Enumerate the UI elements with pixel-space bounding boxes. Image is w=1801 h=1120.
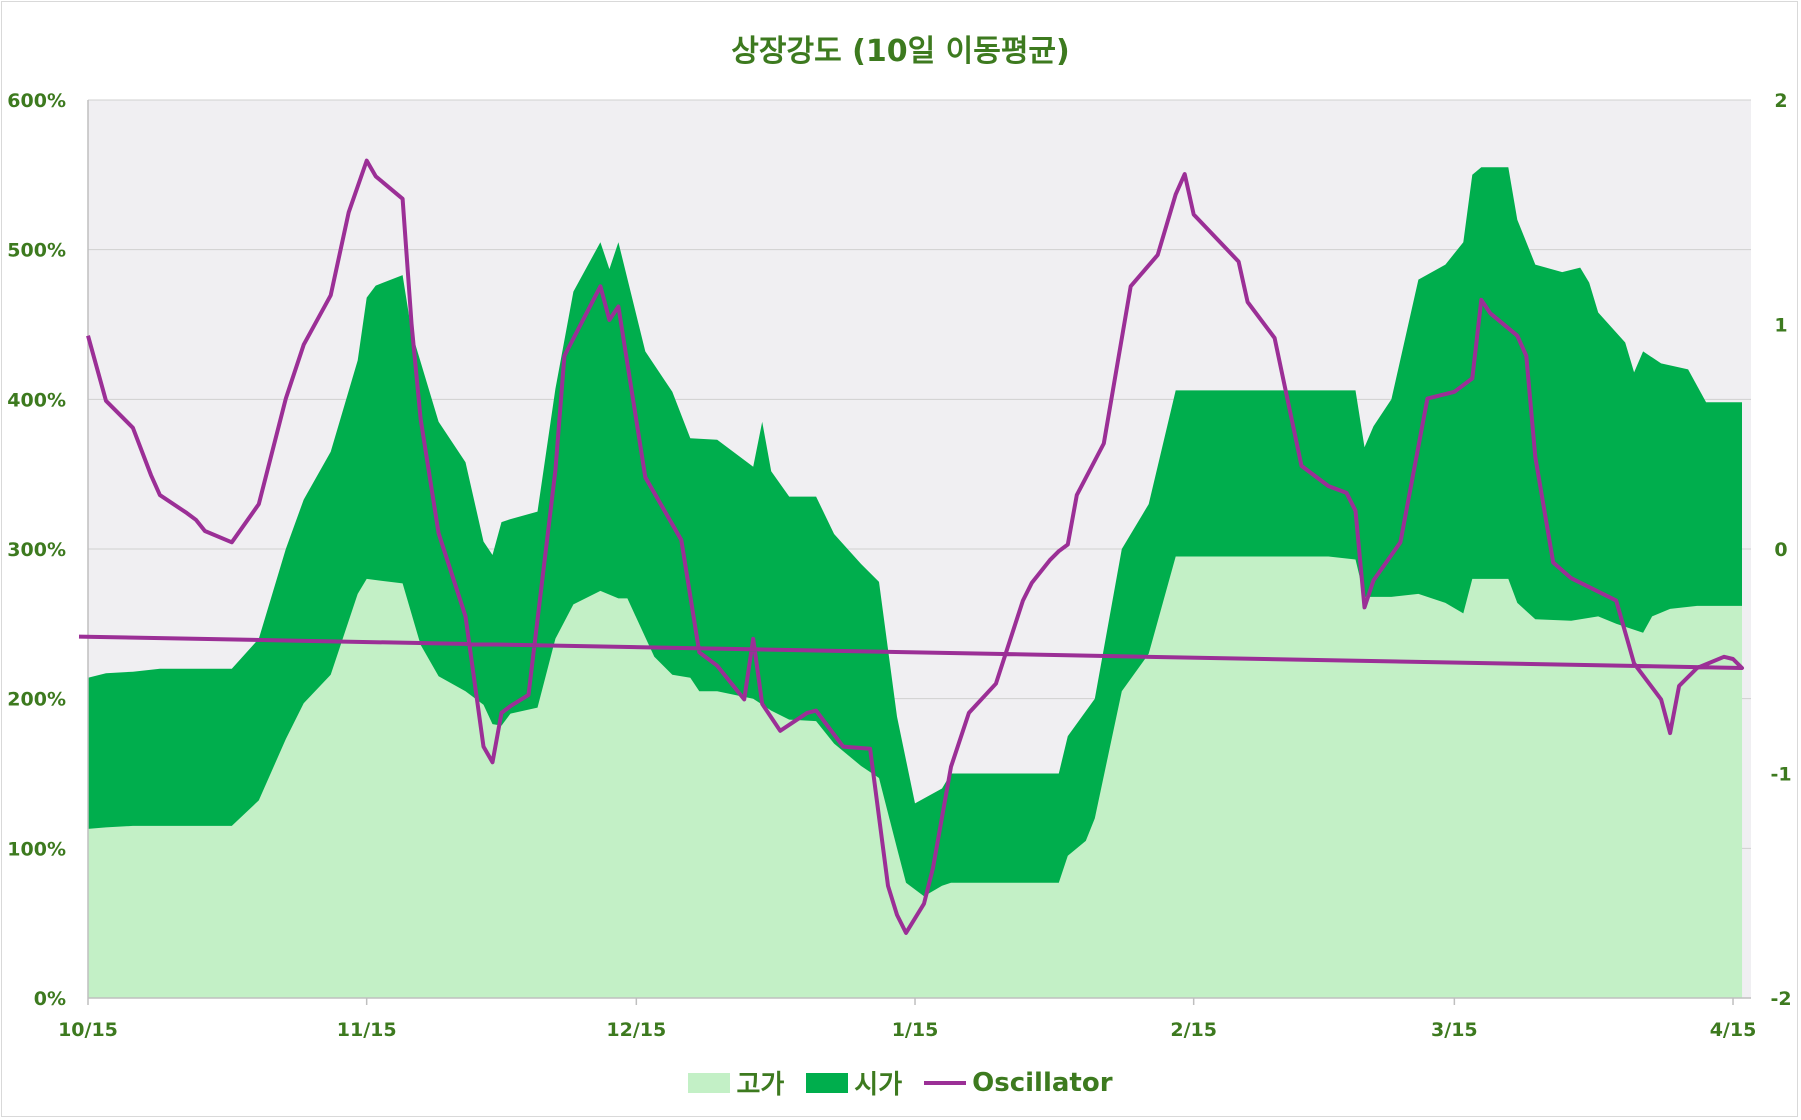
x-tick-label: 12/15 [606, 1019, 666, 1041]
y-right-tick-label: 1 [1774, 315, 1787, 337]
y-left-tick-label: 200% [7, 689, 66, 711]
legend-item-oscillator: Oscillator [924, 1067, 1113, 1098]
legend-swatch-open [806, 1072, 849, 1093]
axis-lines [87, 100, 1751, 999]
y-left-tick-label: 600% [7, 90, 66, 112]
legend: 고가 시가 Oscillator [0, 1064, 1801, 1101]
legend-swatch-oscillator [924, 1080, 967, 1085]
legend-item-open: 시가 [806, 1064, 902, 1101]
y-left-tick-label: 500% [7, 240, 66, 262]
chart-title: 상장강도 (10일 이동평균) [731, 34, 1070, 69]
line-series [78, 158, 1744, 935]
y-axis-right-ticks: -2 -1 0 1 2 [1770, 90, 1791, 1010]
x-tick-label: 3/15 [1431, 1019, 1478, 1041]
x-tick-label: 10/15 [58, 1019, 118, 1041]
y-right-tick-label: 2 [1774, 90, 1787, 112]
line-series-oscillator [78, 158, 1744, 935]
legend-item-high: 고가 [688, 1064, 784, 1101]
area-series [88, 167, 1743, 999]
legend-swatch-high [688, 1072, 731, 1093]
legend-label-open: 시가 [854, 1070, 903, 1100]
y-axis-left-ticks: 0% 100% 200% 300% 400% 500% 600% [7, 90, 66, 1010]
x-axis-ticks: 10/15 11/15 12/15 1/15 2/15 3/15 4/15 [58, 998, 1756, 1041]
y-right-tick-label: -1 [1770, 764, 1791, 786]
area-series-high [88, 556, 1743, 998]
x-tick-label: 11/15 [337, 1019, 397, 1041]
y-right-tick-label: -2 [1770, 988, 1791, 1010]
y-left-tick-label: 400% [7, 389, 66, 411]
y-left-tick-label: 0% [34, 988, 66, 1010]
y-left-tick-label: 300% [7, 539, 66, 561]
x-tick-label: 2/15 [1170, 1019, 1217, 1041]
legend-label-oscillator: Oscillator [972, 1067, 1113, 1098]
y-left-tick-label: 100% [7, 838, 66, 860]
x-tick-label: 1/15 [892, 1019, 939, 1041]
y-right-tick-label: 0 [1774, 539, 1787, 561]
legend-label-high: 고가 [736, 1070, 785, 1100]
x-tick-label: 4/15 [1710, 1019, 1757, 1041]
